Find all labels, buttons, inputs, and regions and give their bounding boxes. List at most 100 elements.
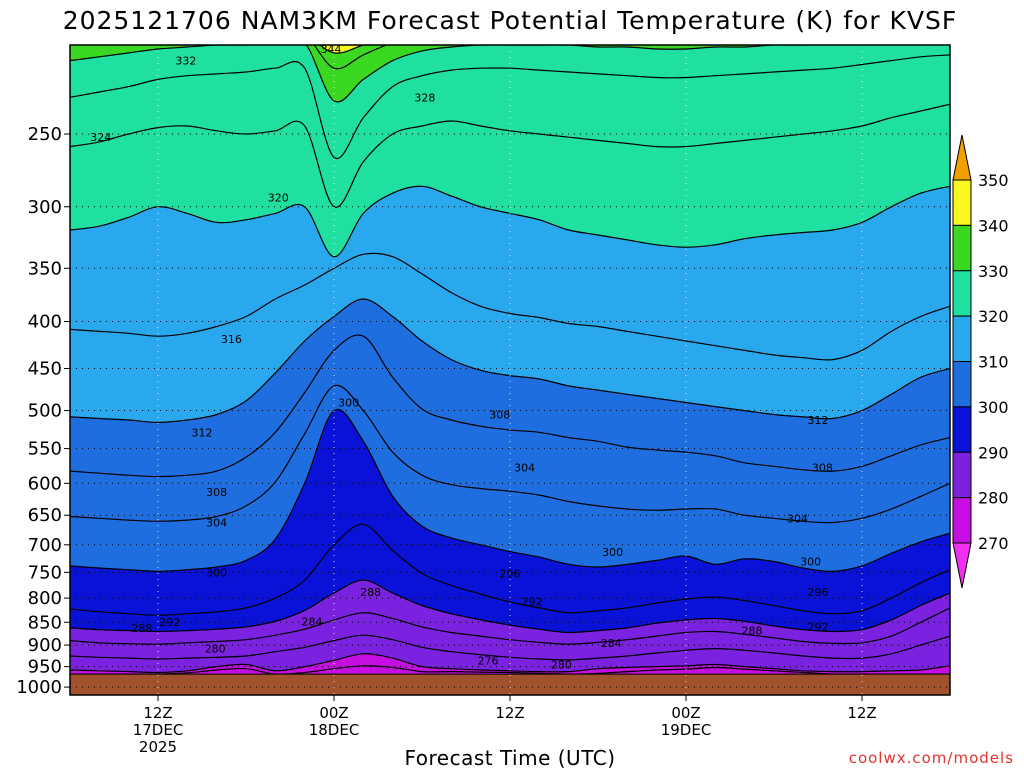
isentrope-328 bbox=[70, 54, 950, 160]
contour-label-316: 316 bbox=[221, 333, 242, 346]
isentrope-344 bbox=[70, 34, 950, 43]
isentrope-296 bbox=[70, 523, 950, 616]
contour-labels: 344 332 328 324 320 316 300 308 312 312 304 308 308 3… bbox=[90, 43, 833, 672]
band-344 bbox=[65, 34, 955, 43]
colorbar-label-300: 300 bbox=[978, 398, 1009, 417]
y-tick-label-600: 600 bbox=[28, 473, 62, 494]
contour-label-284: 284 bbox=[601, 637, 622, 650]
colorbar-top-arrow bbox=[952, 134, 972, 181]
colorbar-swatch-310 bbox=[952, 315, 972, 362]
contour-label-304: 304 bbox=[206, 517, 227, 530]
y-tick-label-900: 900 bbox=[28, 635, 62, 656]
isentrope-280 bbox=[70, 653, 950, 674]
y-tick-label-750: 750 bbox=[28, 562, 62, 583]
ground-surface bbox=[70, 673, 950, 695]
y-tick-label-500: 500 bbox=[28, 401, 62, 422]
contour-label-304: 304 bbox=[514, 462, 535, 475]
x-tick-label-6-1: 17DEC bbox=[133, 721, 184, 739]
x-tick-label-42-1: 19DEC bbox=[661, 721, 712, 739]
colorbar-swatch-320 bbox=[952, 270, 972, 317]
contour-label-280: 280 bbox=[205, 643, 226, 656]
colorbar-label-280: 280 bbox=[978, 489, 1009, 508]
isentrope-292 bbox=[70, 579, 950, 634]
colorbar-swatch-330 bbox=[952, 224, 972, 272]
contour-label-296: 296 bbox=[500, 567, 521, 580]
colorbar-swatch-300 bbox=[952, 361, 972, 408]
band-324 bbox=[70, 45, 950, 208]
contour-label-276: 276 bbox=[478, 654, 499, 667]
band-328 bbox=[70, 45, 950, 159]
contour-label-300: 300 bbox=[338, 397, 359, 410]
y-tick-label-300: 300 bbox=[28, 197, 62, 218]
contour-label-332: 332 bbox=[175, 55, 196, 68]
contour-label-288: 288 bbox=[131, 622, 152, 635]
colorbar-label-340: 340 bbox=[978, 216, 1009, 235]
contour-label-320: 320 bbox=[268, 191, 289, 204]
contour-label-300: 300 bbox=[800, 556, 821, 569]
y-tick-label-1000: 1000 bbox=[16, 677, 62, 698]
colorbar-swatch-340 bbox=[952, 179, 972, 226]
isentrope-300 bbox=[70, 408, 950, 572]
contour-label-308: 308 bbox=[489, 409, 510, 422]
y-tick-label-400: 400 bbox=[28, 312, 62, 333]
y-tick-label-450: 450 bbox=[28, 359, 62, 380]
y-tick-label-250: 250 bbox=[28, 124, 62, 145]
contour-label-292: 292 bbox=[159, 616, 180, 629]
colorbar-label-350: 350 bbox=[978, 171, 1009, 190]
y-tick-label-550: 550 bbox=[28, 439, 62, 460]
x-tick-label-6-0: 12Z bbox=[143, 704, 172, 722]
contour-label-328: 328 bbox=[414, 91, 435, 104]
contour-label-324: 324 bbox=[90, 131, 111, 144]
contour-label-308: 308 bbox=[206, 486, 227, 499]
contour-label-292: 292 bbox=[522, 596, 543, 609]
x-axis-title: Forecast Time (UTC) bbox=[404, 746, 615, 768]
colorbar-label-330: 330 bbox=[978, 262, 1009, 281]
colorbar-label-320: 320 bbox=[978, 307, 1009, 326]
contour-label-300: 300 bbox=[206, 566, 227, 579]
contour-label-288: 288 bbox=[360, 586, 381, 599]
y-tick-label-350: 350 bbox=[28, 258, 62, 279]
contour-label-300: 300 bbox=[602, 546, 623, 559]
contour-label-304: 304 bbox=[787, 512, 808, 525]
contour-label-312: 312 bbox=[808, 414, 829, 427]
grid-lines bbox=[70, 45, 950, 695]
pressure-axis: 2503003504004505005506006507007508008509… bbox=[16, 124, 70, 698]
y-tick-label-650: 650 bbox=[28, 505, 62, 526]
isentrope-304 bbox=[70, 384, 950, 524]
x-tick-label-18-0: 00Z bbox=[319, 704, 348, 722]
x-tick-label-6-2: 2025 bbox=[139, 738, 177, 756]
contour-label-284: 284 bbox=[302, 615, 323, 628]
x-tick-label-54-0: 12Z bbox=[847, 704, 876, 722]
x-tick-label-30-0: 12Z bbox=[495, 704, 524, 722]
colorbar-label-270: 270 bbox=[978, 534, 1009, 553]
contour-label-344: 344 bbox=[321, 43, 342, 56]
colorbar-swatch-270 bbox=[952, 497, 972, 544]
band-340 bbox=[320, 45, 364, 54]
y-tick-label-700: 700 bbox=[28, 535, 62, 556]
contour-label-280: 280 bbox=[551, 659, 572, 672]
credit-link[interactable]: coolwx.com/models bbox=[849, 749, 1014, 767]
x-tick-label-18-1: 18DEC bbox=[309, 721, 360, 739]
isentrope-276 bbox=[70, 665, 950, 675]
chart-title: 2025121706 NAM3KM Forecast Potential Tem… bbox=[63, 6, 958, 35]
x-tick-label-42-0: 00Z bbox=[671, 704, 700, 722]
isentrope-324 bbox=[70, 103, 950, 208]
colorbar-bottom-arrow bbox=[952, 542, 972, 589]
y-tick-label-850: 850 bbox=[28, 612, 62, 633]
colorbar-swatch-290 bbox=[952, 406, 972, 453]
contour-label-288: 288 bbox=[742, 625, 763, 638]
y-tick-label-950: 950 bbox=[28, 657, 62, 678]
contour-label-296: 296 bbox=[808, 586, 829, 599]
contour-label-308: 308 bbox=[812, 462, 833, 475]
colorbar-legend: 270 280 290 300 310 320 330 340 350 bbox=[952, 134, 1009, 589]
colorbar-swatch-280 bbox=[952, 451, 972, 499]
isentrope-316 bbox=[70, 252, 950, 361]
y-tick-label-800: 800 bbox=[28, 588, 62, 609]
colorbar-label-310: 310 bbox=[978, 353, 1009, 372]
ground-fill bbox=[70, 674, 950, 695]
colorbar-label-290: 290 bbox=[978, 443, 1009, 462]
contour-label-292: 292 bbox=[808, 621, 829, 634]
theta-color-bands bbox=[65, 34, 955, 695]
